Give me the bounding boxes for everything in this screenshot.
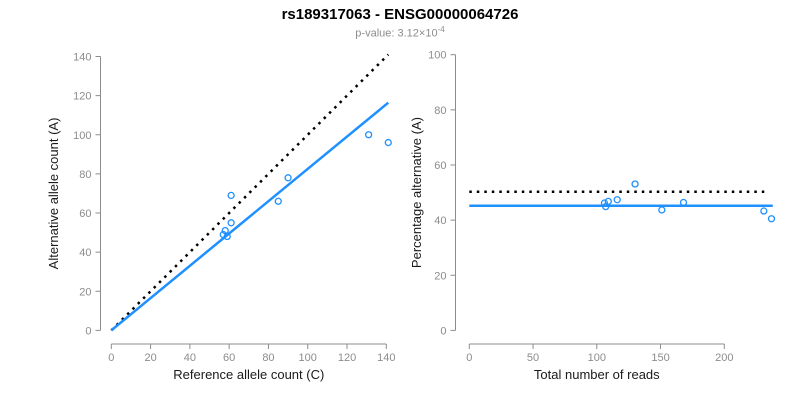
identity-line (110, 53, 390, 332)
y-tick-label: 80 (79, 169, 91, 181)
data-point (274, 197, 282, 205)
y-tick-label: 120 (73, 91, 91, 103)
y-tick-label: 0 (440, 325, 446, 337)
data-point (613, 196, 621, 204)
regression-line (110, 101, 390, 332)
data-point (760, 207, 768, 215)
data-point (384, 138, 392, 147)
p-value-text: p-value: 3.12×10 (355, 27, 438, 40)
x-axis-title: Total number of reads (534, 367, 660, 382)
x-axis-title: Reference allele count (C) (173, 367, 324, 382)
data-point (219, 230, 227, 239)
x-tick-label: 40 (184, 352, 196, 364)
x-tick-label: 0 (108, 352, 114, 364)
x-tick-label: 60 (223, 352, 235, 364)
x-tick-label: 100 (299, 352, 317, 364)
x-tick-label: 120 (338, 352, 356, 364)
x-tick-label: 20 (144, 352, 156, 364)
y-axis-title: Alternative allele count (A) (46, 118, 61, 270)
y-tick-label: 100 (73, 130, 91, 142)
data-point (364, 131, 373, 139)
data-point (284, 174, 292, 182)
x-tick-label: 100 (588, 352, 606, 364)
y-tick-label: 20 (79, 286, 91, 298)
data-point (227, 219, 235, 227)
y-tick-label: 100 (428, 50, 446, 62)
data-point (223, 232, 231, 241)
data-point (600, 199, 609, 207)
y-tick-label: 20 (434, 270, 446, 282)
y-tick-label: 60 (434, 160, 446, 172)
x-tick-label: 150 (651, 352, 669, 364)
y-tick-label: 40 (434, 215, 446, 227)
x-tick-label: 140 (377, 352, 395, 364)
panel-allele-counts: 0 20 40 60 80 100 120 140 0 20 40 60 80 100 120 140 Refe… (46, 52, 395, 383)
data-point (767, 215, 776, 223)
data-point (679, 198, 688, 207)
data-point (631, 180, 639, 188)
data-point (227, 191, 235, 200)
data-point (658, 206, 666, 214)
y-tick-label: 60 (79, 208, 91, 220)
y-tick-label: 0 (85, 325, 91, 337)
panel-percentage-alternative: 0 50 100 150 200 0 20 40 60 80 100 Total number of … (409, 50, 776, 382)
y-tick-label: 80 (434, 105, 446, 117)
plot-title: rs189317063 - ENSG00000064726 (281, 6, 519, 23)
x-tick-label: 0 (466, 352, 472, 364)
data-point (602, 202, 610, 211)
p-value-exponent: -4 (437, 25, 445, 34)
plot-subtitle: p-value: 3.12×10-4 (0, 25, 800, 40)
y-axis-title: Percentage alternative (A) (409, 117, 424, 268)
x-tick-label: 50 (527, 352, 539, 364)
x-tick-label: 200 (715, 352, 733, 364)
y-tick-label: 40 (79, 247, 91, 259)
y-tick-label: 140 (73, 52, 91, 64)
x-tick-label: 80 (262, 352, 274, 364)
